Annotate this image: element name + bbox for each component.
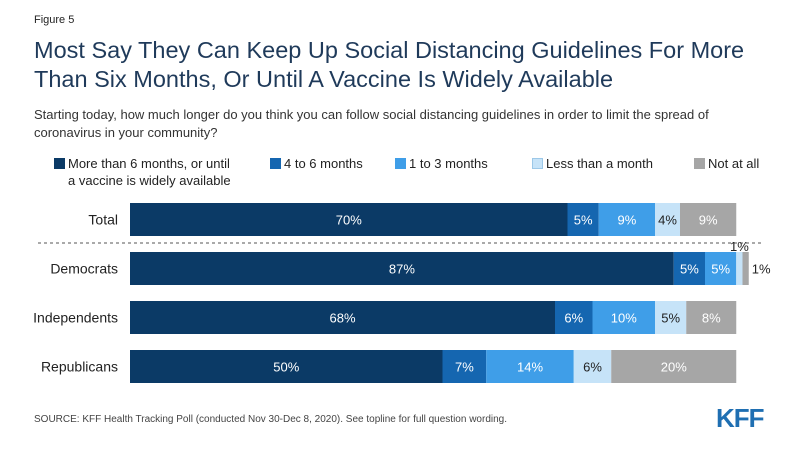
legend-item-1-to-3-months: 1 to 3 months — [395, 155, 488, 172]
data-label: 20% — [661, 360, 687, 375]
bar-segment — [680, 203, 737, 236]
legend-item-less-than-a-month: Less than a month — [532, 155, 653, 172]
source-note: SOURCE: KFF Health Tracking Poll (conduc… — [34, 414, 508, 425]
bar-segment — [130, 301, 555, 334]
category-label: Total — [88, 212, 118, 228]
chart-legend: More than 6 months, or until a vaccine i… — [0, 155, 800, 195]
bar-segment — [567, 203, 599, 236]
category-label: Independents — [33, 310, 118, 326]
data-label: 10% — [611, 311, 637, 326]
data-label: 6% — [564, 311, 583, 326]
bar-segment — [598, 203, 655, 236]
bar-segment — [573, 350, 612, 383]
data-label: 5% — [711, 262, 730, 277]
category-label: Democrats — [50, 261, 118, 277]
bar-segment — [442, 350, 487, 383]
bar-segment — [673, 252, 705, 285]
data-label: 5% — [574, 213, 593, 228]
data-label: 4% — [658, 213, 677, 228]
category-label: Republicans — [41, 359, 118, 375]
chart-subtitle: Starting today, how much longer do you t… — [34, 107, 709, 140]
data-label: 6% — [583, 360, 602, 375]
legend-swatch — [54, 158, 65, 169]
bar-segment — [592, 301, 655, 334]
bar-segment — [686, 301, 737, 334]
bar-segment — [655, 203, 680, 236]
stacked-bar-chart: Total 70% 5% 9% 4% 9%Democrats 87% 5% 5%1%1%Inde… — [33, 203, 771, 383]
kff-logo: KFF — [716, 403, 765, 433]
legend-label: Less than a month — [546, 156, 653, 171]
data-label: 1% — [730, 239, 749, 254]
bar-segment — [705, 252, 737, 285]
data-label: 14% — [517, 360, 543, 375]
data-label: 9% — [699, 213, 718, 228]
bar-segment — [486, 350, 574, 383]
data-label: 5% — [680, 262, 699, 277]
bar-segment — [555, 301, 593, 334]
legend-item-more-than-6-months: More than 6 months, or until a vaccine i… — [54, 155, 231, 189]
bar-segment — [130, 252, 674, 285]
data-label: 68% — [329, 311, 355, 326]
legend-item-not-at-all: Not at all — [694, 155, 759, 172]
legend-label: 4 to 6 months — [284, 156, 363, 171]
data-label: 9% — [617, 213, 636, 228]
figure-label: Figure 5 — [34, 14, 75, 26]
legend-swatch — [270, 158, 281, 169]
bar-segment — [130, 203, 568, 236]
legend-label: 1 to 3 months — [409, 156, 488, 171]
data-label: 50% — [273, 360, 299, 375]
bar-segment — [742, 252, 749, 285]
data-label: 70% — [336, 213, 362, 228]
bar-segment — [130, 350, 443, 383]
legend-swatch — [532, 158, 543, 169]
data-label: 5% — [661, 311, 680, 326]
data-label: 1% — [752, 262, 771, 277]
bar-segment — [655, 301, 687, 334]
legend-item-4-to-6-months: 4 to 6 months — [270, 155, 363, 172]
data-label: 8% — [702, 311, 721, 326]
legend-label: Not at all — [708, 156, 760, 171]
legend-label: More than 6 months, or until a vaccine i… — [68, 156, 231, 188]
legend-swatch — [395, 158, 406, 169]
data-label: 87% — [389, 262, 415, 277]
chart-title: Most Say They Can Keep Up Social Distanc… — [34, 37, 745, 92]
bar-segment — [736, 252, 743, 285]
bar-segment — [611, 350, 737, 383]
data-label: 7% — [455, 360, 474, 375]
legend-swatch — [694, 158, 705, 169]
